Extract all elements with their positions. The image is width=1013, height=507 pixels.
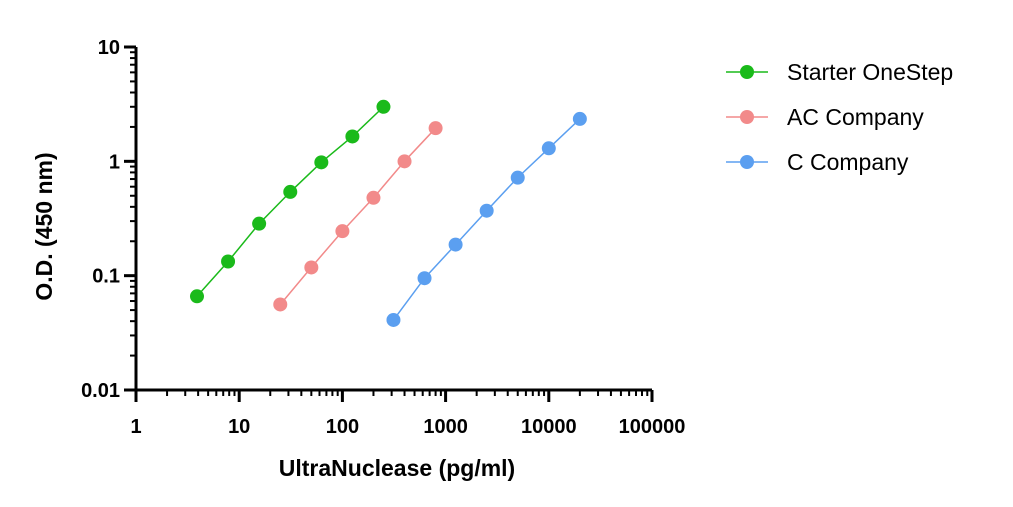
data-point <box>304 260 319 275</box>
data-point <box>541 141 556 156</box>
y-tick-label: 1 <box>109 151 120 173</box>
data-point <box>510 170 525 185</box>
data-point <box>345 129 360 144</box>
x-ticks: 1 10 100 1000 10000 100000 <box>130 390 685 438</box>
axes <box>134 47 652 392</box>
legend-marker <box>740 155 754 169</box>
series-2 <box>273 121 443 312</box>
legend: Starter OneStep AC Company C Company <box>726 59 953 175</box>
data-point <box>479 203 494 218</box>
series-layer <box>189 99 587 327</box>
y-tick-label: 0.1 <box>92 266 120 288</box>
x-axis-title: UltraNuclease (pg/ml) <box>279 455 515 481</box>
series-3 <box>386 111 587 327</box>
data-point <box>252 216 267 231</box>
legend-item: Starter OneStep <box>726 59 953 85</box>
data-point <box>221 254 236 269</box>
series-1 <box>189 99 391 304</box>
legend-item: AC Company <box>726 104 924 130</box>
data-point <box>314 155 329 170</box>
y-axis-title: O.D. (450 nm) <box>31 152 57 300</box>
y-tick-label: 10 <box>98 37 120 59</box>
data-point <box>417 271 432 286</box>
data-point <box>189 289 204 304</box>
y-ticks: 0.01 0.1 1 10 <box>81 37 136 402</box>
legend-label: Starter OneStep <box>787 59 953 85</box>
x-tick-label: 1 <box>130 416 141 438</box>
x-tick-label: 100000 <box>619 416 686 438</box>
legend-item: C Company <box>726 149 909 175</box>
legend-marker <box>740 65 754 79</box>
data-point <box>283 184 298 199</box>
data-point <box>428 121 443 136</box>
data-point <box>572 111 587 126</box>
series-line <box>279 127 437 305</box>
legend-label: AC Company <box>787 104 924 130</box>
legend-marker <box>740 110 754 124</box>
data-point <box>366 190 381 205</box>
x-tick-label: 10000 <box>521 416 577 438</box>
data-point <box>335 224 350 239</box>
data-point <box>448 237 463 252</box>
x-tick-label: 1000 <box>423 416 468 438</box>
y-tick-label: 0.01 <box>81 380 120 402</box>
data-point <box>376 99 391 114</box>
data-point <box>397 154 412 169</box>
x-tick-label: 10 <box>228 416 250 438</box>
legend-label: C Company <box>787 149 909 175</box>
data-point <box>273 297 288 312</box>
data-point <box>386 312 401 327</box>
x-tick-label: 100 <box>326 416 359 438</box>
